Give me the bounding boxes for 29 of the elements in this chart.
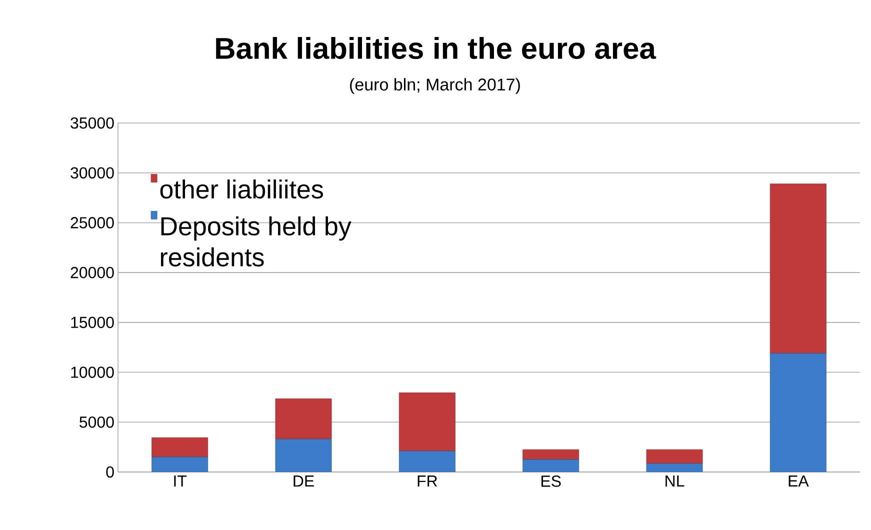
bar: [152, 437, 208, 458]
y-tick-label: 0: [106, 466, 114, 478]
y-tick-label: 25000: [70, 217, 114, 228]
x-tick-label: IT: [174, 476, 187, 487]
bar: [522, 449, 580, 460]
x-tick-label: ES: [541, 476, 561, 487]
x-tick-label: NL: [666, 476, 684, 487]
bar: [522, 460, 579, 472]
y-tick-label: 30000: [70, 167, 114, 179]
x-tick-label: FR: [418, 476, 438, 487]
y-tick-label: 10000: [71, 366, 114, 378]
x-tick-label: EA: [788, 476, 809, 487]
y-tick-label: 20000: [70, 266, 114, 278]
chart-subtitle: (euro bln; March 2017): [350, 78, 520, 94]
bar: [770, 184, 826, 354]
chart-title: Bank liabilities in the euro area: [216, 36, 656, 60]
x-tick-label: DE: [294, 476, 314, 487]
bar: [770, 353, 826, 472]
y-tick-label: 35000: [70, 117, 114, 129]
bar: [646, 449, 703, 464]
legend-label: other liabiliites: [160, 179, 323, 199]
y-tick-label: 15000: [71, 316, 114, 328]
y-tick-label: 5000: [80, 416, 114, 428]
bar: [275, 438, 332, 472]
bar: [398, 392, 456, 452]
bar: [275, 398, 332, 440]
legend-label: Deposits held by residents: [160, 216, 352, 266]
bar: [398, 450, 456, 472]
bar: [152, 456, 208, 472]
